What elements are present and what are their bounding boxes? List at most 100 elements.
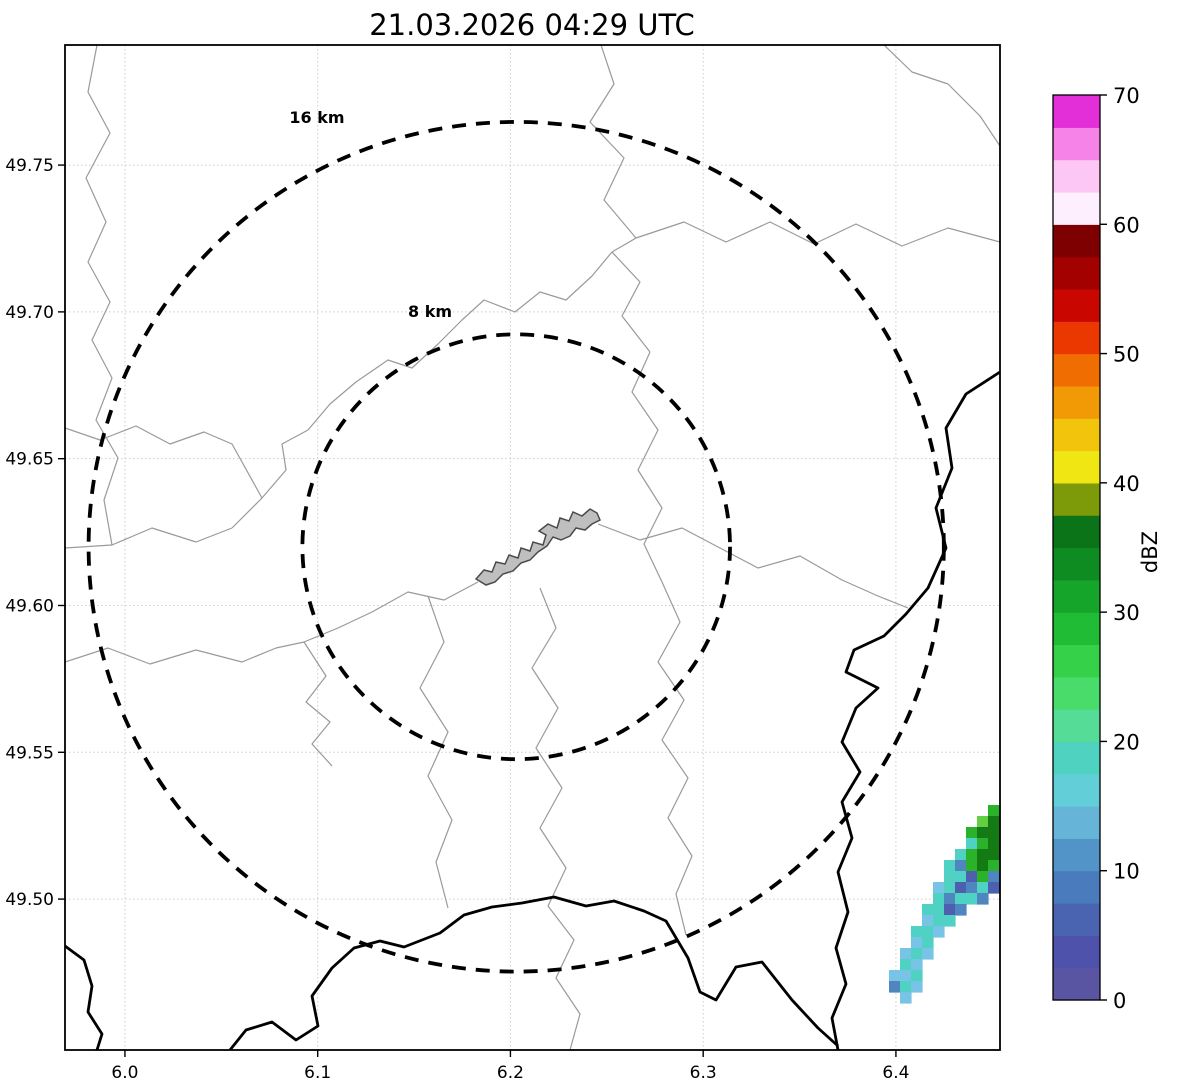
y-tick-label: 49.75 [5,156,54,176]
y-tick-label: 49.65 [5,450,54,470]
echo-cell [933,926,945,938]
admin-boundary-line [303,581,479,643]
echo-cell [922,926,934,938]
plot-title: 21.03.2026 04:29 UTC [369,8,695,42]
colorbar-band [1053,741,1100,775]
echo-cell [966,827,978,839]
x-tick-label: 6.3 [690,1063,717,1083]
echo-cell [911,970,923,982]
echo-cell [988,838,1000,850]
colorbar-band [1053,515,1100,549]
admin-boundary-line [883,45,1000,147]
colorbar-band [1053,127,1100,161]
echo-cell [977,816,989,828]
national-border-line [65,944,104,1050]
y-tick-label: 49.60 [5,596,54,616]
colorbar-band [1053,288,1100,322]
colorbar-tick-label: 30 [1113,601,1140,625]
echo-cell [966,882,978,894]
echo-cell [966,838,978,850]
admin-boundary-line [65,641,305,665]
echo-cell [955,849,967,861]
colorbar-band [1053,385,1100,419]
echo-cell [955,904,967,916]
colorbar-tick-label: 70 [1113,84,1140,108]
colorbar-band [1053,450,1100,484]
colorbar-band [1053,547,1100,581]
echo-cell [977,871,989,883]
echo-cell [955,893,967,905]
echo-cell [944,871,956,883]
echo-cell [977,860,989,872]
echo-cell [966,860,978,872]
range-ring [300,332,732,762]
admin-boundaries-layer [65,45,1000,1050]
admin-boundary-line [597,523,909,609]
echo-cell [900,948,912,960]
admin-boundary-line [303,641,333,767]
colorbar-band [1053,224,1100,258]
colorbar-band [1053,612,1100,646]
colorbar-band [1053,676,1100,710]
echo-cell [911,926,923,938]
colorbar-band [1053,806,1100,839]
echo-cell [977,827,989,839]
echo-cell [955,882,967,894]
echo-cell [944,904,956,916]
colorbar-band [1053,418,1100,452]
y-tick-label: 49.50 [5,890,54,910]
echo-cell [988,871,1000,883]
colorbar-band [1053,903,1100,936]
x-tick-label: 6.2 [497,1063,524,1083]
national-border-line [228,895,839,1050]
colorbar-band [1053,709,1100,743]
echo-cell [988,805,1000,817]
echo-cell [977,849,989,861]
echo-cell [944,882,956,894]
colorbar-band [1053,967,1100,1001]
colorbar-band [1053,482,1100,516]
x-tick-label: 6.0 [111,1063,138,1083]
admin-boundary-line [589,45,651,353]
echo-cell [889,970,901,982]
echo-cell [944,915,956,927]
echo-cell [922,904,934,916]
colorbar-layer: 0 10 20 30 40 50 60 70 [1052,84,1140,1013]
x-tick-label: 6.1 [304,1063,331,1083]
colorbar-axis-label: dBZ [1138,531,1162,573]
colorbar-tick-label: 0 [1113,989,1126,1013]
range-rings-layer: 16 km 8 km [86,108,946,974]
echo-cell [911,981,923,993]
y-tick-label: 49.55 [5,743,54,763]
colorbar-tick-label: 10 [1113,860,1140,884]
echo-cell [911,948,923,960]
echo-cell [966,893,978,905]
echo-cell [955,871,967,883]
axes-layer: 6.0 6.1 6.2 6.3 6.4 49.75 49.70 49.65 49.60 49.55… [5,44,1001,1083]
echo-cell [966,871,978,883]
echo-cell [889,981,901,993]
range-ring [86,120,946,974]
echo-cell [900,992,912,1004]
echo-cell [988,860,1000,872]
colorbar-band [1053,95,1100,128]
gridlines-layer [65,45,1000,1050]
echo-cell [988,849,1000,861]
echo-cell [933,882,945,894]
echo-cell [900,970,912,982]
admin-boundary-line [65,425,263,499]
axes-frame [64,44,1001,1051]
range-ring-label: 8 km [408,302,452,321]
echo-cell [933,915,945,927]
colorbar-tick-label: 20 [1113,730,1140,754]
admin-boundary-line [85,45,119,546]
colorbar-tick-label: 50 [1113,343,1140,367]
colorbar-band [1053,870,1100,904]
admin-boundary-line [631,351,693,936]
colorbar-tick-label: 40 [1113,472,1140,496]
admin-boundary-line [65,527,233,549]
range-ring-label: 16 km [289,108,344,127]
y-tick-label: 49.70 [5,303,54,323]
